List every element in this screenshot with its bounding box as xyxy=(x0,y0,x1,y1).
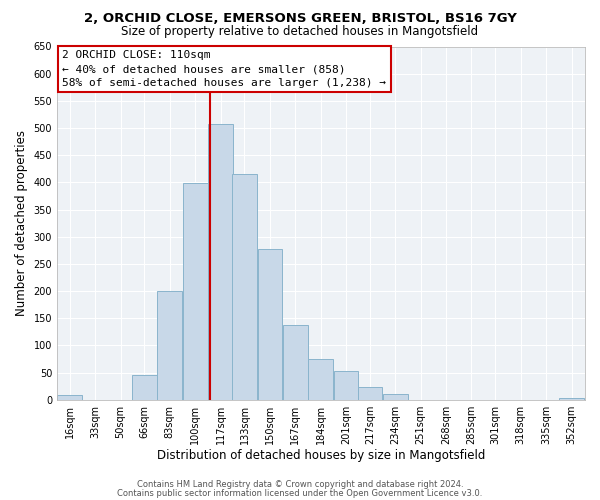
Bar xyxy=(358,387,382,400)
Bar xyxy=(132,376,157,400)
Bar xyxy=(383,394,407,400)
Bar xyxy=(208,124,233,400)
Bar xyxy=(334,371,358,400)
X-axis label: Distribution of detached houses by size in Mangotsfield: Distribution of detached houses by size … xyxy=(157,450,485,462)
Bar xyxy=(283,326,308,400)
Bar xyxy=(308,359,333,400)
Text: Contains public sector information licensed under the Open Government Licence v3: Contains public sector information licen… xyxy=(118,488,482,498)
Bar xyxy=(257,248,282,400)
Text: Contains HM Land Registry data © Crown copyright and database right 2024.: Contains HM Land Registry data © Crown c… xyxy=(137,480,463,489)
Bar xyxy=(183,184,208,400)
Text: 2 ORCHID CLOSE: 110sqm
← 40% of detached houses are smaller (858)
58% of semi-de: 2 ORCHID CLOSE: 110sqm ← 40% of detached… xyxy=(62,50,386,88)
Bar xyxy=(559,398,584,400)
Text: 2, ORCHID CLOSE, EMERSONS GREEN, BRISTOL, BS16 7GY: 2, ORCHID CLOSE, EMERSONS GREEN, BRISTOL… xyxy=(83,12,517,26)
Text: Size of property relative to detached houses in Mangotsfield: Size of property relative to detached ho… xyxy=(121,25,479,38)
Y-axis label: Number of detached properties: Number of detached properties xyxy=(15,130,28,316)
Bar xyxy=(157,291,182,400)
Bar xyxy=(58,396,82,400)
Bar xyxy=(232,174,257,400)
